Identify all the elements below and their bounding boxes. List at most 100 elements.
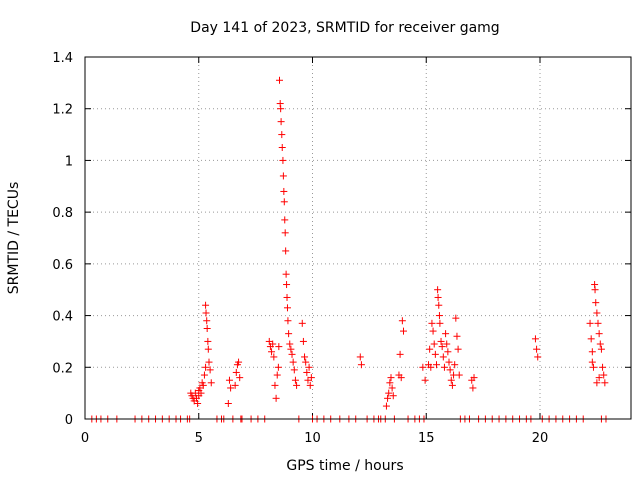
data-point xyxy=(272,394,280,402)
data-point xyxy=(435,312,443,320)
data-point xyxy=(470,374,478,382)
data-point xyxy=(419,363,427,371)
data-point xyxy=(387,374,395,382)
data-point xyxy=(596,340,604,348)
data-point xyxy=(279,156,287,164)
data-point xyxy=(270,353,278,361)
data-point xyxy=(275,343,283,351)
data-point xyxy=(589,363,597,371)
data-point xyxy=(281,229,289,237)
data-point xyxy=(595,330,603,338)
y-tick-label: 0.8 xyxy=(52,206,73,221)
data-point xyxy=(421,376,429,384)
data-point xyxy=(290,366,298,374)
data-point xyxy=(204,345,212,353)
data-point xyxy=(438,343,446,351)
data-point xyxy=(426,345,434,353)
data-point xyxy=(285,330,293,338)
data-point xyxy=(277,118,285,126)
data-point xyxy=(282,247,290,255)
data-point xyxy=(205,358,213,366)
data-point xyxy=(235,358,243,366)
data-point xyxy=(278,131,286,139)
data-point xyxy=(591,286,599,294)
data-point xyxy=(277,105,285,113)
data-point xyxy=(434,286,442,294)
data-point xyxy=(386,379,394,387)
y-tick-label: 0.2 xyxy=(52,361,73,376)
data-point xyxy=(194,399,202,407)
data-point xyxy=(280,198,288,206)
data-point xyxy=(231,381,239,389)
data-point xyxy=(389,392,397,400)
data-point xyxy=(434,293,442,301)
data-point xyxy=(531,335,539,343)
data-point xyxy=(303,368,311,376)
data-point xyxy=(307,374,315,382)
data-point xyxy=(278,144,286,151)
data-point xyxy=(436,319,444,327)
data-point xyxy=(444,348,452,356)
data-point xyxy=(442,330,450,338)
data-point xyxy=(430,340,438,348)
data-point xyxy=(281,216,289,224)
data-point xyxy=(455,371,463,379)
gridlines xyxy=(85,57,631,419)
data-point xyxy=(298,319,306,327)
x-tick-label: 5 xyxy=(195,431,203,446)
data-point xyxy=(280,187,288,195)
data-point xyxy=(268,348,276,356)
data-point xyxy=(227,384,235,392)
data-point xyxy=(588,358,596,366)
data-point xyxy=(400,327,407,335)
data-point xyxy=(283,304,291,312)
data-point xyxy=(443,340,451,348)
data-point xyxy=(432,361,440,369)
data-point xyxy=(440,363,448,371)
data-point xyxy=(200,371,208,379)
data-point xyxy=(202,363,210,371)
data-point xyxy=(595,374,603,382)
y-axis-label: SRMTID / TECUs xyxy=(6,182,22,295)
data-point xyxy=(534,353,542,361)
data-point xyxy=(356,353,364,361)
data-point xyxy=(447,376,455,384)
data-point xyxy=(446,366,454,374)
data-point xyxy=(385,389,393,397)
data-point xyxy=(197,389,205,397)
data-point xyxy=(586,319,594,327)
data-point xyxy=(601,379,609,387)
data-point xyxy=(288,350,296,358)
data-point xyxy=(206,366,214,374)
data-point xyxy=(453,332,461,340)
data-point xyxy=(592,299,600,307)
data-point xyxy=(593,309,601,317)
chart-title: Day 141 of 2023, SRMTID for receiver gam… xyxy=(190,20,499,36)
data-point xyxy=(203,325,211,332)
data-point xyxy=(204,337,212,345)
data-point xyxy=(448,381,456,389)
data-point xyxy=(293,381,301,389)
data-point xyxy=(232,368,240,376)
data-point xyxy=(398,317,406,325)
data-point xyxy=(397,374,405,382)
data-point xyxy=(203,317,211,325)
data-point xyxy=(286,340,294,348)
data-point xyxy=(299,337,307,345)
data-point xyxy=(452,314,460,322)
data-point xyxy=(207,379,215,387)
data-point xyxy=(291,376,299,384)
y-tick-label: 0.4 xyxy=(52,310,73,325)
x-tick-label: 0 xyxy=(81,431,89,446)
data-point xyxy=(382,402,390,410)
y-tick-label: 0.6 xyxy=(52,258,73,273)
data-point xyxy=(437,337,445,345)
x-axis-label: GPS time / hours xyxy=(286,458,403,474)
data-point xyxy=(396,350,404,358)
data-point xyxy=(301,353,309,361)
plot-frame xyxy=(84,56,632,420)
data-point xyxy=(435,301,443,309)
data-point xyxy=(236,374,244,382)
data-point xyxy=(305,363,313,371)
data-point xyxy=(202,309,210,317)
